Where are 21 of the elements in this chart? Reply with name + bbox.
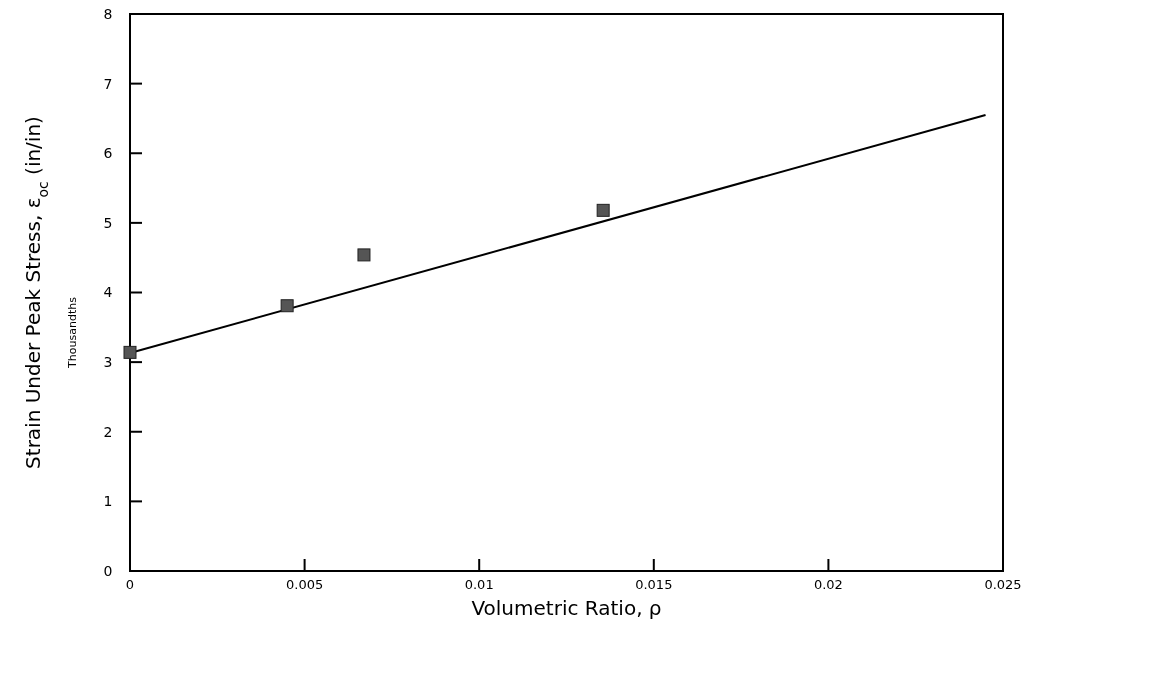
y-tick-label: 1 [103, 493, 113, 510]
y-tick-label: 2 [103, 423, 113, 440]
text: Thousandths [66, 296, 79, 369]
y-tick-label: 3 [103, 354, 113, 371]
point [280, 299, 294, 313]
y-tick-label: 6 [103, 145, 113, 162]
point [123, 345, 137, 359]
y-tick-label: 5 [103, 214, 113, 231]
point [357, 248, 371, 262]
y-tick-label: 4 [103, 284, 113, 301]
y-tick-label: 7 [103, 75, 113, 92]
x-axis-title: Volumetric Ratio, ρ [471, 596, 662, 620]
x-tick-label: 0.015 [635, 577, 673, 592]
point [596, 203, 610, 217]
x-tick-label: 0.02 [813, 577, 843, 592]
y-tick-label: 8 [103, 5, 113, 22]
x-tick-label: 0.01 [464, 577, 494, 592]
x-tick-label: 0.025 [984, 577, 1022, 592]
x-tick-label: 0 [125, 577, 135, 592]
x-tick-label: 0.005 [285, 577, 324, 592]
y-tick-label: 0 [103, 562, 113, 579]
